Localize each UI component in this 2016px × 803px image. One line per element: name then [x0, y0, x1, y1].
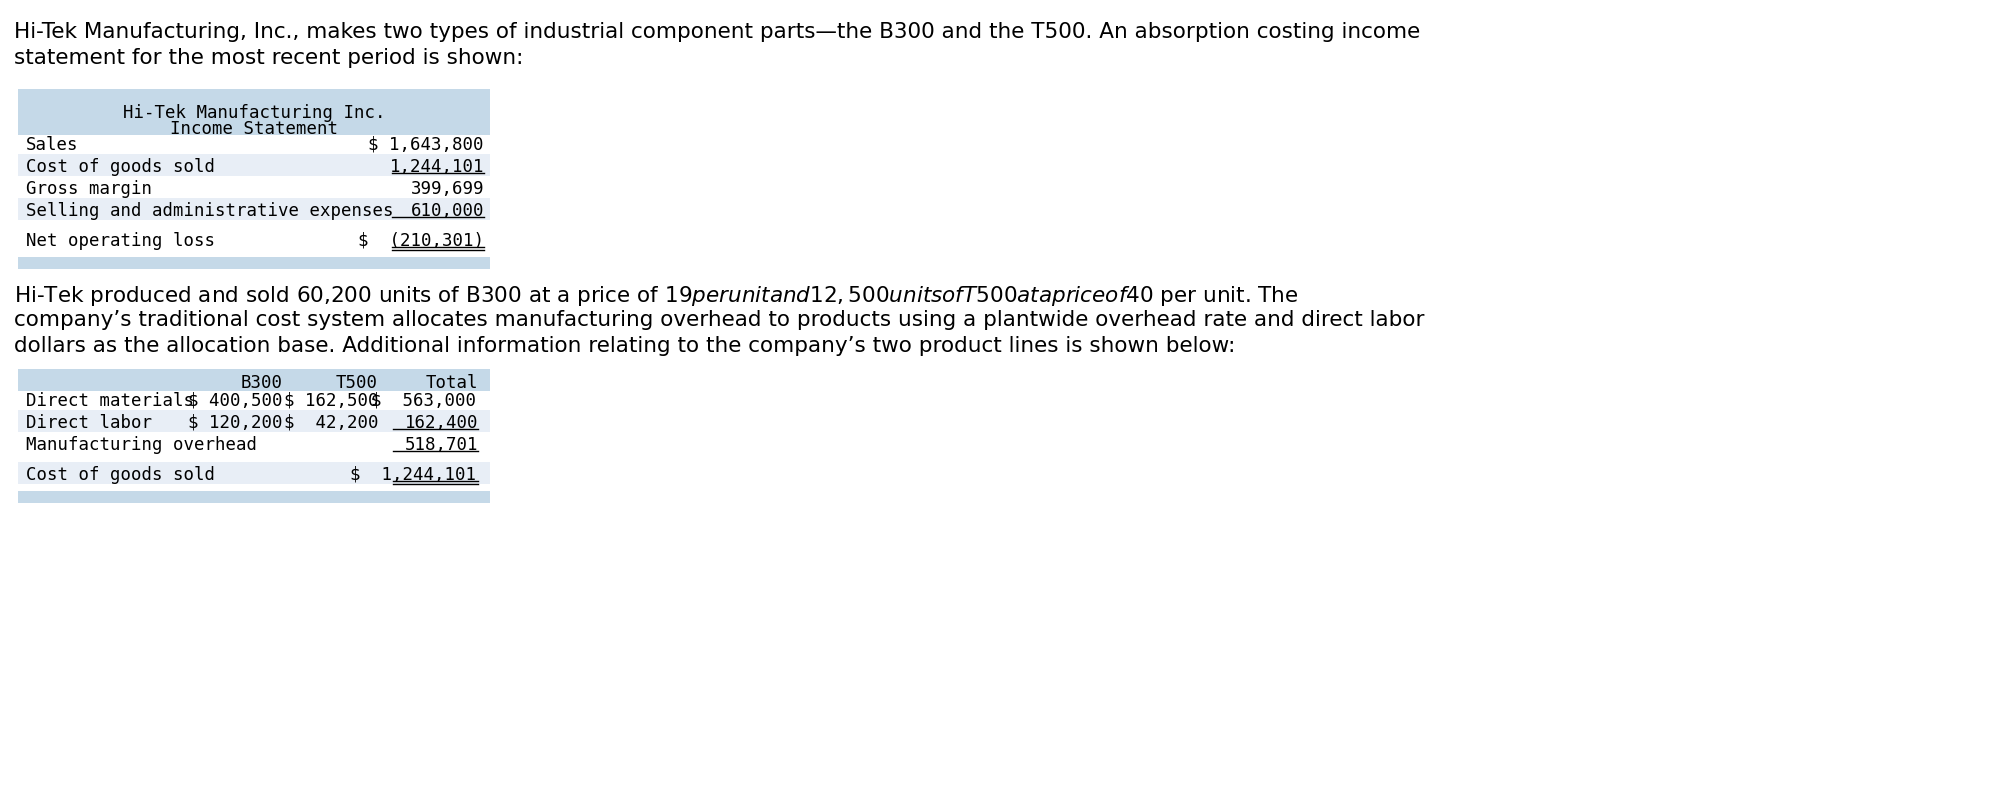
- Text: 162,400: 162,400: [405, 414, 478, 431]
- Text: Selling and administrative expenses: Selling and administrative expenses: [26, 202, 393, 220]
- Text: B300: B300: [242, 373, 282, 392]
- Text: Net operating loss: Net operating loss: [26, 232, 216, 250]
- Text: $ 120,200: $ 120,200: [190, 414, 282, 431]
- Text: 610,000: 610,000: [411, 202, 484, 220]
- Text: Gross margin: Gross margin: [26, 180, 151, 198]
- Text: Hi-Tek Manufacturing Inc.: Hi-Tek Manufacturing Inc.: [123, 104, 385, 122]
- Text: $ 400,500: $ 400,500: [190, 392, 282, 410]
- Text: $  42,200: $ 42,200: [284, 414, 379, 431]
- Text: Direct materials: Direct materials: [26, 392, 194, 410]
- Text: Sales: Sales: [26, 136, 79, 154]
- Text: company’s traditional cost system allocates manufacturing overhead to products u: company’s traditional cost system alloca…: [14, 310, 1425, 329]
- Text: T500: T500: [337, 373, 379, 392]
- Text: Total: Total: [425, 373, 478, 392]
- Text: Manufacturing overhead: Manufacturing overhead: [26, 435, 256, 454]
- Text: Hi-Tek produced and sold 60,200 units of B300 at a price of $19 per unit and 12,: Hi-Tek produced and sold 60,200 units of…: [14, 283, 1298, 308]
- FancyBboxPatch shape: [18, 155, 490, 177]
- FancyBboxPatch shape: [18, 199, 490, 221]
- FancyBboxPatch shape: [18, 369, 490, 392]
- Text: 1,244,101: 1,244,101: [389, 158, 484, 176]
- Text: $ 162,500: $ 162,500: [284, 392, 379, 410]
- Text: $  (210,301): $ (210,301): [359, 232, 484, 250]
- FancyBboxPatch shape: [18, 90, 490, 136]
- Text: dollars as the allocation base. Additional information relating to the company’s: dollars as the allocation base. Addition…: [14, 336, 1236, 356]
- Text: 399,699: 399,699: [411, 180, 484, 198]
- Text: 518,701: 518,701: [405, 435, 478, 454]
- Text: Direct labor: Direct labor: [26, 414, 151, 431]
- FancyBboxPatch shape: [18, 410, 490, 433]
- FancyBboxPatch shape: [18, 258, 490, 270]
- Text: Cost of goods sold: Cost of goods sold: [26, 158, 216, 176]
- FancyBboxPatch shape: [18, 491, 490, 503]
- Text: statement for the most recent period is shown:: statement for the most recent period is …: [14, 48, 524, 68]
- Text: Hi-Tek Manufacturing, Inc., makes two types of industrial component parts—the B3: Hi-Tek Manufacturing, Inc., makes two ty…: [14, 22, 1419, 42]
- Text: $  1,244,101: $ 1,244,101: [351, 466, 476, 483]
- Text: $  563,000: $ 563,000: [371, 392, 476, 410]
- FancyBboxPatch shape: [18, 463, 490, 484]
- Text: Income Statement: Income Statement: [169, 120, 339, 138]
- Text: Cost of goods sold: Cost of goods sold: [26, 466, 216, 483]
- Text: $ 1,643,800: $ 1,643,800: [369, 136, 484, 154]
